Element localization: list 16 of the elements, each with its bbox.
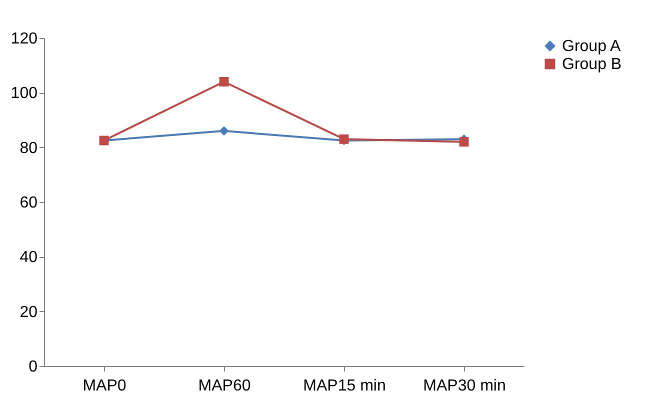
y-tick-label: 20 bbox=[20, 304, 38, 321]
y-tick-label: 100 bbox=[10, 85, 38, 102]
y-tick-label: 80 bbox=[20, 140, 38, 157]
y-tick-label: 40 bbox=[20, 249, 38, 266]
point bbox=[459, 137, 469, 147]
x-tick-label: MAP0 bbox=[82, 378, 126, 394]
x-tick-label: MAP60 bbox=[198, 378, 251, 394]
legend-label: Group B bbox=[562, 56, 622, 73]
y-tick-label: 120 bbox=[10, 30, 38, 48]
legend-label: Group A bbox=[562, 38, 622, 55]
x-tick-label: MAP15 min bbox=[303, 378, 386, 394]
y-tick-label: 60 bbox=[20, 194, 38, 212]
y-tick-label: 0 bbox=[28, 358, 38, 376]
x-tick-label: MAP30 min bbox=[423, 378, 506, 394]
point bbox=[219, 126, 229, 136]
point bbox=[219, 76, 229, 86]
